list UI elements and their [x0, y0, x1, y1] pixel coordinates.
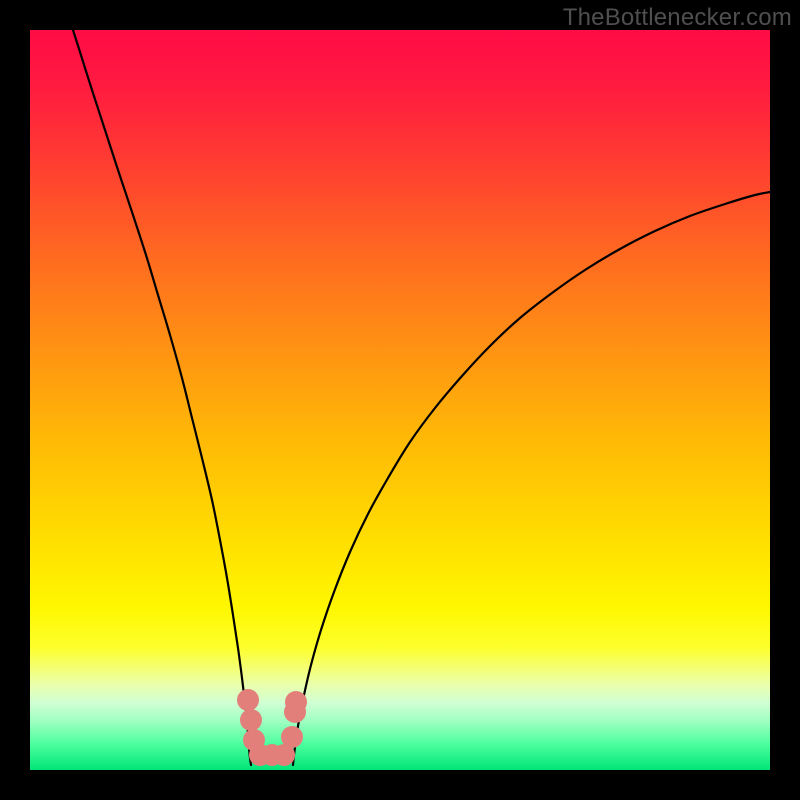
marker-dot: [237, 689, 259, 711]
chart-background: [30, 30, 770, 770]
bottleneck-chart: [0, 0, 800, 800]
marker-dot: [281, 726, 303, 748]
marker-dot: [285, 691, 307, 713]
marker-dot: [240, 709, 262, 731]
watermark-text: TheBottlenecker.com: [563, 4, 792, 32]
